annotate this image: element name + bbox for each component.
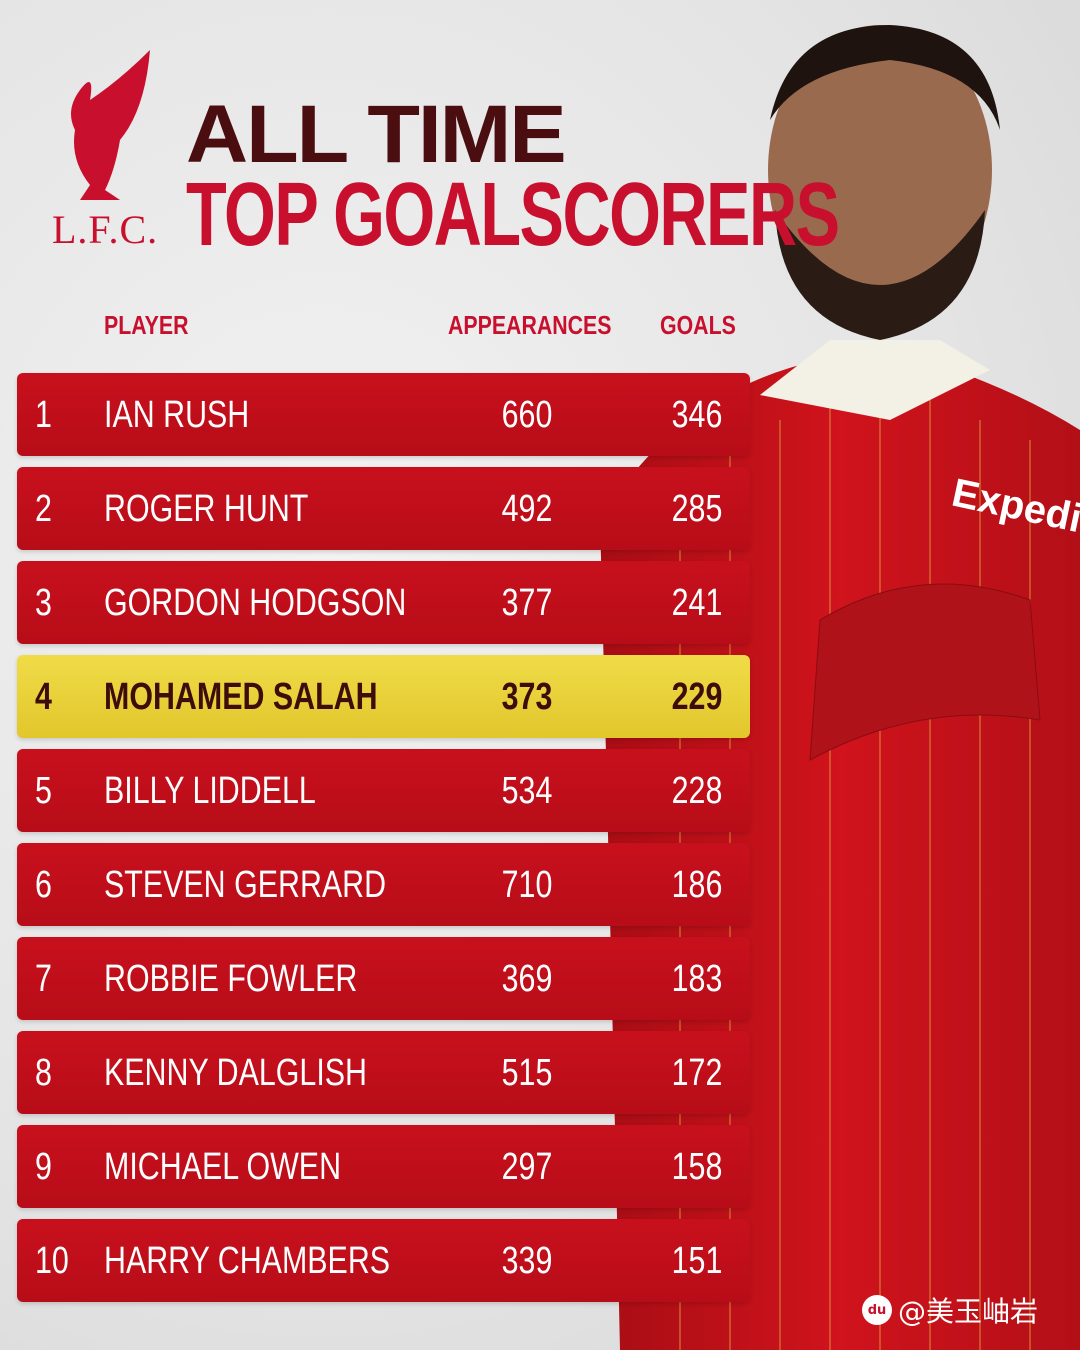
table-row: 4 MOHAMED SALAH 373 229 xyxy=(17,655,750,738)
table-row: 10 HARRY CHAMBERS 339 151 xyxy=(17,1219,750,1302)
appearances-cell: 492 xyxy=(501,488,553,530)
liverbird-logo-icon xyxy=(71,50,150,200)
rank-cell: 1 xyxy=(35,394,52,436)
watermark: du @美玉岫岩 xyxy=(862,1290,1038,1330)
table-row: 1 IAN RUSH 660 346 xyxy=(17,373,750,456)
table-row: 2 ROGER HUNT 492 285 xyxy=(17,467,750,550)
player-name-cell: MICHAEL OWEN xyxy=(104,1146,342,1188)
appearances-cell: 660 xyxy=(501,394,553,436)
appearances-cell: 297 xyxy=(501,1146,553,1188)
table-row: 7 ROBBIE FOWLER 369 183 xyxy=(17,937,750,1020)
player-name-cell: IAN RUSH xyxy=(104,394,250,436)
goals-cell: 186 xyxy=(671,864,723,906)
appearances-cell: 373 xyxy=(501,676,553,718)
player-name-cell: GORDON HODGSON xyxy=(104,582,407,624)
goals-cell: 228 xyxy=(671,770,723,812)
rank-cell: 6 xyxy=(35,864,52,906)
player-name-cell: KENNY DALGLISH xyxy=(104,1052,368,1094)
player-name-cell: STEVEN GERRARD xyxy=(104,864,387,906)
table-row: 3 GORDON HODGSON 377 241 xyxy=(17,561,750,644)
table-row: 6 STEVEN GERRARD 710 186 xyxy=(17,843,750,926)
rank-cell: 8 xyxy=(35,1052,52,1094)
watermark-text: @美玉岫岩 xyxy=(898,1295,1039,1328)
column-header-player: PLAYER xyxy=(104,310,189,340)
appearances-cell: 515 xyxy=(501,1052,553,1094)
player-name-cell: ROGER HUNT xyxy=(104,488,309,530)
rank-cell: 4 xyxy=(35,676,52,718)
player-name-cell: ROBBIE FOWLER xyxy=(104,958,358,1000)
rank-cell: 7 xyxy=(35,958,52,1000)
rank-cell: 10 xyxy=(35,1240,69,1282)
table-row: 9 MICHAEL OWEN 297 158 xyxy=(17,1125,750,1208)
goals-cell: 285 xyxy=(671,488,723,530)
player-name-cell: BILLY LIDDELL xyxy=(104,770,316,812)
appearances-cell: 377 xyxy=(501,582,553,624)
rank-cell: 9 xyxy=(35,1146,52,1188)
rank-cell: 3 xyxy=(35,582,52,624)
appearances-cell: 534 xyxy=(501,770,553,812)
goals-cell: 183 xyxy=(671,958,723,1000)
baidu-paw-icon: du xyxy=(862,1295,892,1325)
title-line-1: ALL TIME xyxy=(186,89,567,180)
table-row: 5 BILLY LIDDELL 534 228 xyxy=(17,749,750,832)
appearances-cell: 339 xyxy=(501,1240,553,1282)
goals-cell: 151 xyxy=(671,1240,723,1282)
goals-cell: 172 xyxy=(671,1052,723,1094)
lfc-logo-text: L.F.C. xyxy=(52,207,159,252)
goals-cell: 229 xyxy=(671,676,723,718)
appearances-cell: 710 xyxy=(501,864,553,906)
column-header-appearances: APPEARANCES xyxy=(448,310,612,340)
title-line-2: TOP GOALSCORERS xyxy=(186,165,840,265)
column-header-goals: GOALS xyxy=(660,310,736,340)
rank-cell: 2 xyxy=(35,488,52,530)
player-name-cell: MOHAMED SALAH xyxy=(104,676,378,718)
table-row: 8 KENNY DALGLISH 515 172 xyxy=(17,1031,750,1114)
goals-cell: 241 xyxy=(671,582,723,624)
goals-cell: 158 xyxy=(671,1146,723,1188)
appearances-cell: 369 xyxy=(501,958,553,1000)
rank-cell: 5 xyxy=(35,770,52,812)
player-name-cell: HARRY CHAMBERS xyxy=(104,1240,391,1282)
goals-cell: 346 xyxy=(671,394,723,436)
